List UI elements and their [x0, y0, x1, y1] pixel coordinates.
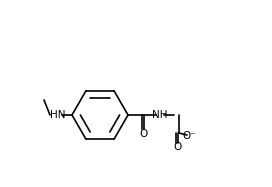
Text: NH: NH	[152, 110, 168, 120]
Text: O: O	[139, 129, 147, 139]
Text: O: O	[173, 142, 181, 152]
Text: HN: HN	[50, 110, 66, 120]
Text: O⁻: O⁻	[182, 131, 196, 141]
